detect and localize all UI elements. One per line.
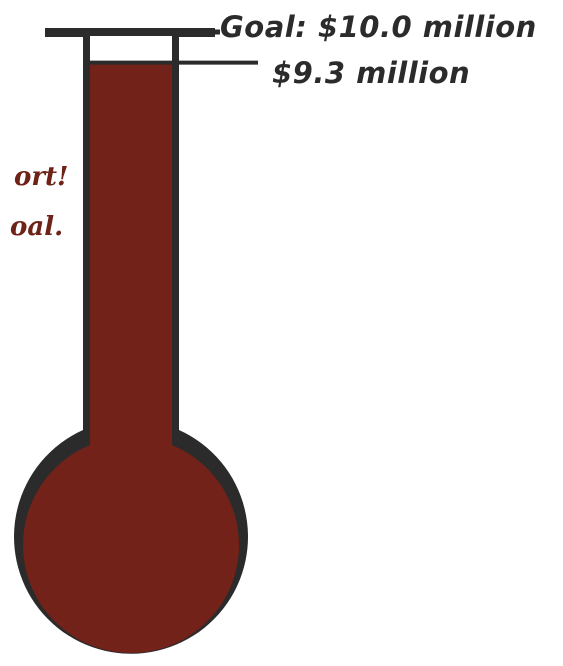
goal-cap-bar	[45, 28, 215, 37]
side-text-line-1: ort!	[14, 162, 69, 192]
tube-empty-area	[90, 36, 172, 63]
thermometer-fill	[22, 62, 239, 653]
goal-label: Goal: $10.0 million	[220, 10, 537, 44]
side-text-line-2: oal.	[10, 212, 64, 242]
raised-label: $9.3 million	[272, 56, 471, 90]
